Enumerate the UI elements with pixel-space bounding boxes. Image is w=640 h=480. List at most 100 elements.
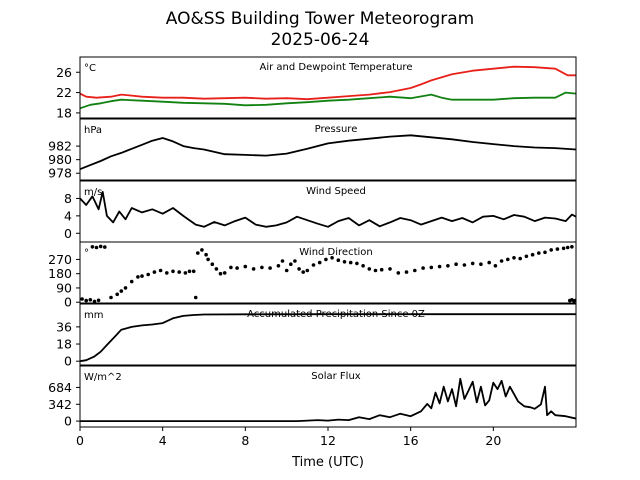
panel-2-series-1-line: [80, 134, 576, 171]
wind-direction-point: [524, 254, 529, 259]
panel-title: Wind Direction: [299, 247, 373, 258]
wind-direction-point: [336, 258, 341, 263]
panel-3-series-1-line: [80, 191, 576, 228]
wind-direction-point: [268, 266, 272, 270]
wind-direction-point: [506, 257, 510, 262]
wind-direction-point: [88, 298, 93, 302]
wind-direction-point: [98, 244, 103, 249]
y-tick-label: 978: [48, 166, 72, 181]
wind-direction-point: [437, 264, 442, 269]
panel-unit-label: W/m^2: [84, 372, 122, 383]
wind-direction-point: [177, 270, 181, 274]
wind-direction-point: [260, 265, 264, 270]
wind-direction-point: [429, 265, 434, 270]
y-tick-label: 180: [48, 266, 72, 281]
wind-direction-point: [324, 257, 328, 262]
y-tick-label: 342: [48, 397, 72, 412]
y-tick-label: 90: [56, 280, 72, 295]
wind-direction-point: [218, 271, 223, 276]
wind-direction-point: [499, 259, 504, 263]
wind-direction-point: [388, 267, 392, 271]
wind-direction-point: [518, 256, 522, 261]
panel-title: Solar Flux: [311, 371, 361, 382]
y-tick-label: 36: [56, 319, 72, 334]
wind-direction-point: [200, 248, 204, 252]
y-tick-label: 18: [56, 105, 72, 120]
wind-direction-point: [396, 271, 401, 275]
y-tick-label: 18: [56, 337, 72, 352]
panel-1-series-1-line: [80, 65, 576, 101]
wind-direction-point: [84, 298, 88, 303]
x-tick-label: 12: [320, 433, 336, 448]
figure-title: AO&SS Building Tower Meteorogram: [166, 9, 474, 29]
wind-direction-point: [222, 271, 227, 275]
x-axis-label: Time (UTC): [291, 455, 364, 470]
wind-direction-point: [470, 261, 475, 266]
wind-direction-point: [210, 262, 215, 267]
wind-direction-point: [555, 247, 560, 251]
wind-direction-point: [235, 266, 239, 270]
wind-direction-point: [280, 259, 285, 263]
wind-direction-point: [146, 272, 150, 277]
panel-unit-label: m/s: [84, 187, 102, 198]
panel-unit-label: °: [84, 248, 89, 259]
wind-direction-point: [171, 269, 175, 274]
figure-date: 2025-06-24: [271, 30, 370, 50]
wind-direction-point: [462, 263, 467, 267]
panel-4-data: [80, 244, 576, 303]
wind-direction-point: [379, 267, 384, 272]
panel-1-series-2-line: [80, 91, 576, 110]
panel-5: 0 18 36 mm Accumulated Precipitation Since 0…: [56, 303, 577, 369]
y-tick-label: 980: [48, 152, 72, 167]
panel-5-data: [80, 313, 576, 363]
wind-direction-point: [193, 295, 198, 300]
wind-direction-point: [413, 268, 417, 273]
wind-direction-point: [243, 264, 248, 269]
wind-direction-point: [92, 299, 97, 303]
x-tick-label: 4: [159, 433, 167, 448]
panel-title: Air and Dewpoint Temperature: [260, 62, 413, 73]
panel-5-series-1-line: [80, 313, 576, 363]
wind-direction-point: [348, 260, 353, 265]
panel-6-series-1-line: [80, 377, 576, 422]
y-tick-label: 26: [56, 65, 72, 80]
panel-6: 0 342 684 W/m^2 Solar Flux: [48, 365, 577, 431]
wind-direction-point: [421, 266, 425, 270]
wind-direction-point: [487, 260, 492, 265]
wind-direction-point: [94, 245, 99, 250]
wind-direction-point: [129, 279, 134, 284]
panel-3-data: [80, 191, 576, 228]
wind-direction-point: [284, 268, 289, 273]
x-axis: 0 4 8 12 16 20: [76, 433, 501, 448]
panel-2-frame: [79, 118, 577, 181]
x-tick-label: 16: [403, 433, 419, 448]
wind-direction-point: [361, 264, 365, 268]
wind-direction-point: [187, 269, 192, 274]
wind-direction-point: [289, 262, 293, 267]
wind-direction-point: [512, 255, 516, 260]
wind-direction-point: [311, 263, 316, 267]
wind-direction-point: [96, 298, 101, 303]
y-tick-label: 0: [64, 295, 72, 310]
wind-direction-point: [123, 286, 128, 290]
wind-direction-point: [297, 267, 301, 271]
wind-direction-point: [165, 271, 169, 275]
wind-direction-point: [549, 248, 553, 252]
x-tick-label: 0: [76, 433, 84, 448]
wind-direction-point: [196, 251, 200, 255]
y-tick-label: 0: [64, 226, 72, 241]
y-tick-label: 982: [48, 139, 72, 154]
panel-unit-label: hPa: [84, 125, 102, 136]
wind-direction-point: [204, 252, 208, 257]
wind-direction-point: [140, 274, 144, 278]
wind-direction-point: [90, 245, 95, 249]
wind-direction-point: [543, 250, 547, 255]
y-tick-label: 684: [48, 380, 72, 395]
wind-direction-point: [109, 295, 113, 300]
wind-direction-point: [80, 297, 84, 301]
y-tick-label: 4: [64, 208, 72, 223]
wind-direction-point: [158, 268, 163, 273]
wind-direction-point: [119, 289, 124, 293]
